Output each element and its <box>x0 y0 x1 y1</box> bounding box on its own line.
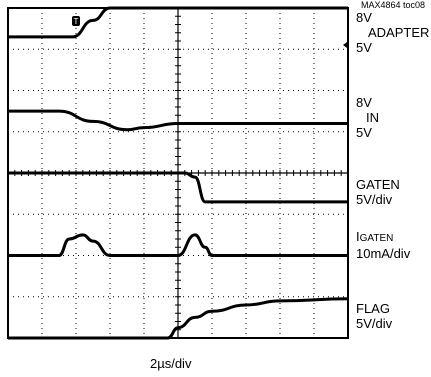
trace-flag <box>7 297 349 340</box>
gaten-label: GATEN 5V/div <box>356 177 400 207</box>
figure-id: MAX4864 toc08 <box>360 0 425 10</box>
adapter-ground-marker <box>343 42 347 48</box>
in-label: 8V IN 5V <box>356 95 379 140</box>
trace-in <box>8 109 348 132</box>
svg-text:T: T <box>74 17 79 26</box>
igaten-label: IGATEN 10mA/div <box>356 229 411 261</box>
traces <box>7 6 349 340</box>
trace-gaten <box>8 171 348 204</box>
trace-igaten <box>8 233 348 257</box>
x-axis-label: 2µs/div <box>150 356 192 371</box>
trace-adapter <box>8 6 348 39</box>
trigger-marker: T <box>72 16 80 26</box>
flag-label: FLAG 5V/div <box>356 301 393 331</box>
adapter-label: 8V ADAPTER 5V <box>356 10 430 55</box>
